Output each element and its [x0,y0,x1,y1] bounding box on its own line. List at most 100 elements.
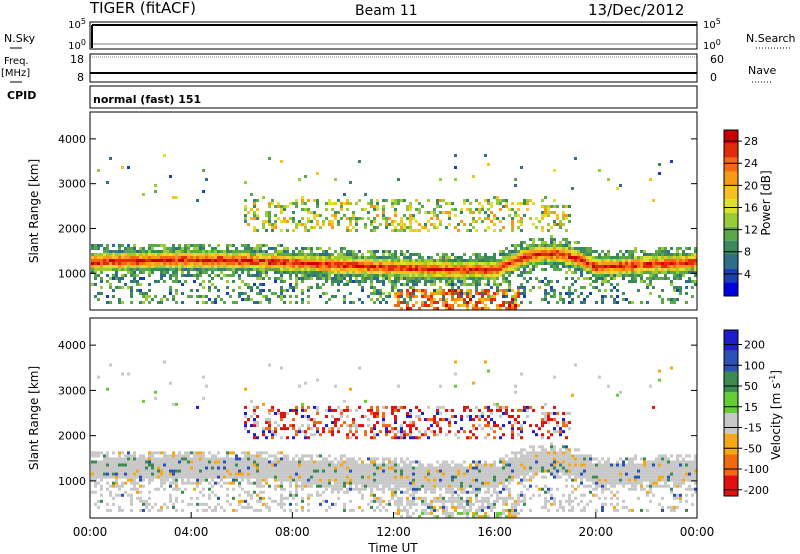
power-cell [190,268,193,271]
velocity-cell [133,469,136,473]
velocity-cell [193,451,196,455]
power-cell [265,220,268,223]
power-cell [610,262,613,265]
power-cell [307,268,310,271]
power-cell [634,277,637,280]
power-cell [109,268,112,271]
velocity-cell [451,490,454,494]
power-cell [184,274,187,277]
power-cell [172,280,175,283]
power-cell [493,229,496,232]
velocity-cell [370,478,373,482]
velocity-cell [106,457,109,461]
power-cell [247,259,250,262]
velocity-cell [349,460,352,464]
velocity-cell [169,457,172,461]
velocity-cell [442,463,445,467]
velocity-cell [394,502,397,506]
power-cell [412,271,415,274]
power-cell [124,268,127,271]
velocity-cell [475,487,478,491]
power-cell [502,277,505,280]
velocity-cell [427,511,430,515]
power-cell [346,256,349,259]
power-cell [202,190,205,193]
power-cell [535,247,538,250]
power-cell [109,250,112,253]
velocity-cell [202,469,205,473]
velocity-cell [265,421,268,425]
power-cell [148,289,151,292]
velocity-cell [412,511,415,515]
velocity-cell [349,475,352,479]
power-cell [643,256,646,259]
velocity-cell [367,502,370,506]
velocity-cell [211,484,214,488]
velocity-cell [256,493,259,497]
power-cell [283,217,286,220]
power-cell [412,253,415,256]
power-cell [496,271,499,274]
velocity-cell [376,487,379,491]
power-cell [667,253,670,256]
power-cell [448,259,451,262]
velocity-cell [472,478,475,482]
velocity-cell [190,475,193,479]
power-cell [436,214,439,217]
power-cell [121,301,124,304]
power-cell [454,256,457,259]
power-cell [301,289,304,292]
power-cell [124,274,127,277]
velocity-cell [193,487,196,491]
velocity-cell [370,475,373,479]
power-cell [415,259,418,262]
power-cell [517,274,520,277]
power-cell [331,223,334,226]
power-cell [124,253,127,256]
power-cell [424,295,427,298]
power-cell [607,280,610,283]
power-cell [469,256,472,259]
power-cell [208,256,211,259]
velocity-cell [448,472,451,476]
velocity-cell [256,424,259,428]
power-cell [562,253,565,256]
velocity-cell [427,469,430,473]
power-cell [250,247,253,250]
power-cell [388,259,391,262]
power-cell [466,289,469,292]
power-cell [382,265,385,268]
power-cell [97,253,100,256]
velocity-cell [331,469,334,473]
velocity-cell [349,387,352,391]
power-cell [670,271,673,274]
power-cell [274,220,277,223]
velocity-cell [376,466,379,470]
power-cell [268,301,271,304]
velocity-cell [463,478,466,482]
power-cell [484,289,487,292]
power-cell [133,268,136,271]
velocity-cell [244,415,247,418]
power-cell [328,298,331,301]
power-cell [382,259,385,262]
power-cell [226,259,229,262]
power-cell [220,250,223,253]
power-cell [310,286,313,289]
velocity-cell [361,460,364,464]
power-cell [538,244,541,247]
power-cell [502,250,505,253]
power-cell [223,265,226,268]
velocity-cell [148,457,151,461]
velocity-cell [304,430,307,434]
power-cell [565,250,568,253]
power-cell [223,250,226,253]
power-cell [202,265,205,268]
power-cell [154,190,157,193]
power-cell [568,262,571,265]
power-cell [202,259,205,262]
velocity-cell [334,478,337,482]
velocity-cell [382,505,385,509]
power-cell [112,250,115,253]
power-cell [397,265,400,268]
